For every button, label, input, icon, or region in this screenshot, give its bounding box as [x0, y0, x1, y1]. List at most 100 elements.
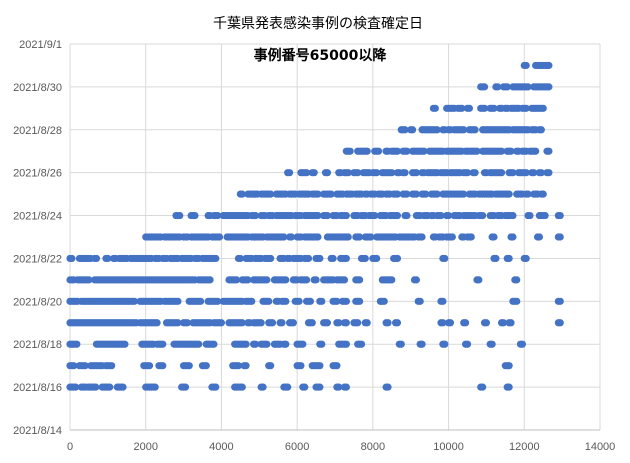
data-point	[433, 190, 441, 198]
chart-subtitle: 事例番号65000以降	[254, 47, 388, 64]
data-point	[420, 147, 428, 155]
data-point	[363, 319, 371, 327]
data-point	[490, 104, 498, 112]
data-point	[524, 190, 532, 198]
data-point	[356, 233, 364, 241]
data-point	[257, 319, 265, 327]
data-point	[282, 340, 290, 348]
data-point	[537, 126, 545, 134]
data-points	[66, 61, 564, 391]
data-point	[212, 254, 220, 263]
data-point	[412, 190, 420, 198]
data-point	[314, 211, 322, 220]
data-point	[437, 211, 445, 220]
data-point	[259, 383, 267, 391]
data-point	[513, 297, 521, 305]
data-point	[215, 233, 224, 241]
data-point	[507, 319, 515, 327]
data-point	[446, 319, 455, 327]
data-point	[151, 383, 159, 391]
data-point	[176, 211, 184, 220]
data-point	[433, 126, 441, 134]
data-point	[403, 211, 411, 220]
data-point	[303, 169, 311, 177]
data-point	[92, 383, 100, 391]
data-point	[333, 297, 341, 305]
data-point	[242, 340, 250, 348]
data-point	[267, 362, 275, 370]
data-point	[263, 340, 271, 348]
data-point	[363, 147, 371, 155]
data-point	[181, 383, 190, 391]
data-point	[393, 254, 402, 263]
y-tick-label: 2021/8/16	[13, 382, 62, 394]
data-point	[471, 126, 479, 134]
data-point	[497, 147, 506, 155]
data-point	[384, 383, 392, 391]
data-point	[475, 276, 483, 284]
data-point	[301, 383, 309, 391]
data-point	[244, 276, 252, 284]
data-point	[522, 169, 530, 177]
data-point	[73, 340, 81, 348]
data-point	[212, 383, 220, 391]
data-point	[356, 297, 364, 305]
data-point	[556, 319, 564, 327]
data-point	[505, 190, 513, 198]
data-point	[267, 254, 275, 263]
data-point	[412, 169, 420, 177]
data-point	[537, 169, 545, 177]
data-point	[541, 211, 549, 220]
data-point	[367, 233, 375, 241]
data-point	[545, 147, 553, 155]
data-point	[522, 104, 530, 112]
data-point	[329, 254, 337, 263]
data-point	[412, 276, 420, 284]
data-point	[202, 362, 210, 370]
data-point	[108, 362, 116, 370]
data-point	[522, 61, 530, 70]
data-point	[532, 147, 540, 155]
data-point	[214, 211, 222, 220]
data-point	[384, 319, 392, 327]
data-point	[471, 169, 479, 177]
data-point	[314, 233, 322, 241]
data-point	[374, 147, 383, 155]
data-point	[185, 362, 193, 370]
data-point	[409, 126, 417, 134]
y-tick-label: 2021/8/18	[13, 339, 62, 351]
data-point	[314, 190, 322, 198]
data-point	[509, 169, 517, 177]
data-point	[505, 362, 513, 370]
data-point	[545, 61, 553, 70]
data-point	[497, 169, 506, 177]
data-point	[68, 254, 76, 263]
data-point	[289, 319, 297, 327]
data-point	[448, 233, 456, 241]
data-point	[284, 383, 292, 391]
data-point	[465, 104, 473, 112]
data-point	[463, 340, 472, 348]
data-point	[310, 169, 318, 177]
data-point	[238, 383, 246, 391]
data-point	[509, 211, 517, 220]
data-point	[323, 169, 332, 177]
data-point	[214, 297, 222, 305]
data-point	[85, 276, 93, 284]
data-point	[418, 233, 426, 241]
data-point	[518, 340, 526, 348]
data-point	[297, 362, 305, 370]
x-tick-label: 8000	[361, 441, 385, 453]
data-point	[308, 319, 316, 327]
data-point	[354, 169, 362, 177]
data-point	[159, 362, 167, 370]
data-point	[238, 319, 246, 327]
data-point	[70, 362, 78, 370]
data-point	[401, 126, 409, 134]
data-point	[304, 254, 313, 263]
data-point	[403, 147, 411, 155]
data-point	[251, 211, 260, 220]
data-point	[524, 83, 532, 91]
data-point	[397, 340, 405, 348]
data-point	[458, 104, 466, 112]
